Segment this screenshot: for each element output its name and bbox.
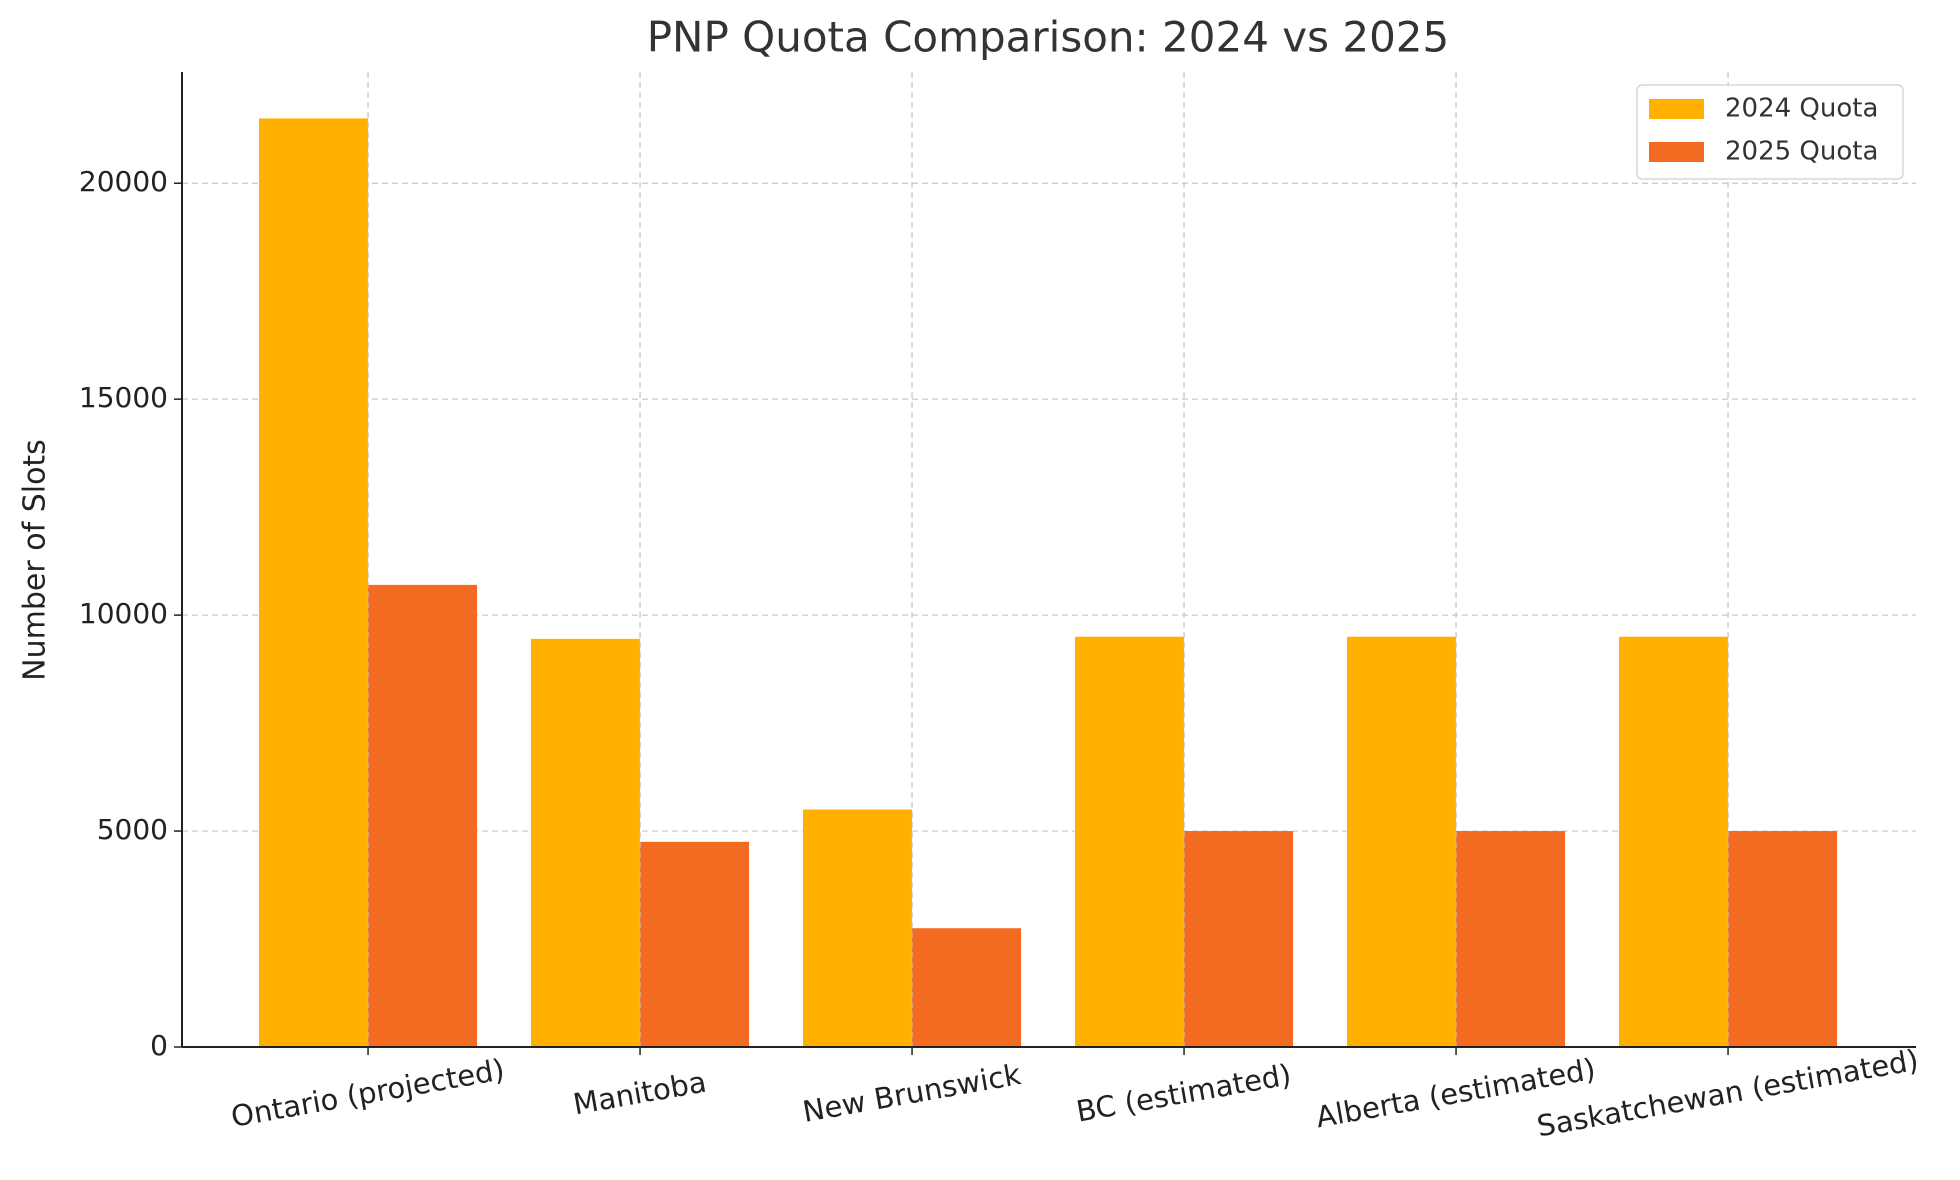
legend-swatch: [1649, 99, 1704, 119]
bar: [368, 584, 478, 1047]
x-tick-label: BC (estimated): [1074, 1057, 1294, 1128]
y-tick-label: 0: [150, 1029, 168, 1062]
legend-label: 2025 Quota: [1725, 137, 1878, 167]
bar: [1184, 831, 1294, 1047]
bar: [1075, 636, 1185, 1047]
y-tick-label: 15000: [79, 381, 168, 414]
y-tick-label: 5000: [97, 813, 168, 846]
legend-swatch: [1649, 142, 1704, 162]
legend-label: 2024 Quota: [1725, 94, 1878, 124]
bar: [1456, 831, 1566, 1047]
x-tick-label: Ontario (projected): [228, 1052, 507, 1134]
bar: [1347, 636, 1457, 1047]
y-axis-label: Number of Slots: [18, 439, 53, 681]
y-tick-label: 10000: [79, 597, 168, 630]
bar: [803, 809, 913, 1047]
x-tick-label: Manitoba: [571, 1065, 709, 1122]
y-tick-label: 20000: [79, 165, 168, 198]
bar: [531, 638, 641, 1047]
bar: [640, 841, 750, 1047]
bar: [259, 118, 369, 1047]
x-tick-label: New Brunswick: [800, 1057, 1023, 1129]
bar: [1619, 636, 1729, 1047]
chart-title: PNP Quota Comparison: 2024 vs 2025: [647, 13, 1450, 62]
bar: [912, 928, 1022, 1047]
bar: [1728, 831, 1838, 1047]
